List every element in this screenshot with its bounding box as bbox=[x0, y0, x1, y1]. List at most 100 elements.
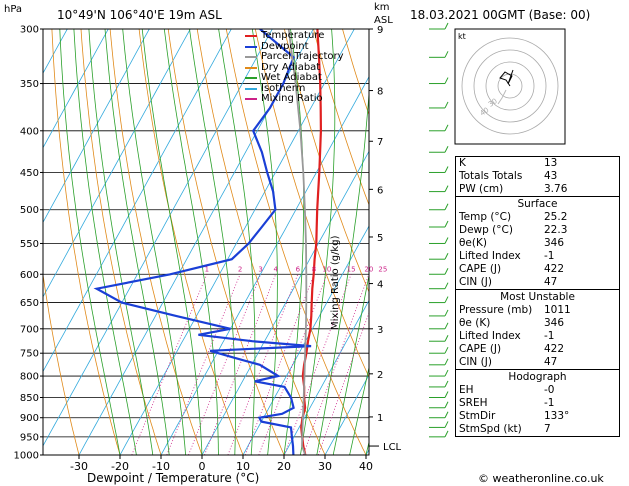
legend-swatch bbox=[245, 87, 257, 90]
wind-barb-flag bbox=[444, 391, 449, 398]
legend-entry: Isotherm bbox=[245, 82, 385, 95]
legend-label: Isotherm bbox=[261, 82, 306, 94]
pressure-tick-label: 800 bbox=[20, 372, 39, 383]
mixing-ratio-label: 3 bbox=[258, 265, 262, 273]
x-tick-label: 30 bbox=[318, 460, 332, 473]
wind-barb-flag bbox=[444, 51, 449, 58]
pressure-tick-label: 700 bbox=[20, 324, 39, 335]
index-value: 422 bbox=[544, 343, 565, 355]
hodograph-ring-label: 40 bbox=[479, 106, 491, 118]
index-row: CAPE (J) 422 bbox=[456, 263, 619, 276]
index-row: Totals Totals 43 bbox=[456, 170, 619, 183]
isotherm-line bbox=[119, 29, 355, 455]
mixing-ratio-label: 20 bbox=[364, 265, 373, 273]
mixing-ratio-axis-label: Mixing Ratio (g/kg) bbox=[330, 235, 341, 330]
mixing-ratio-label: 4 bbox=[274, 265, 279, 273]
isotherm-line bbox=[201, 150, 369, 455]
wind-barb-flag bbox=[444, 185, 449, 192]
pressure-tick-label: 1000 bbox=[14, 451, 39, 462]
index-row: θe(K) 346 bbox=[456, 237, 619, 250]
index-value: 47 bbox=[544, 276, 558, 288]
pressure-tick-label: 300 bbox=[20, 25, 39, 36]
location-title: 10°49'N 106°40'E 19m ASL bbox=[57, 8, 222, 22]
wet-adiabat-line bbox=[189, 29, 236, 455]
index-value: -1 bbox=[544, 397, 555, 409]
wind-barb-flag bbox=[444, 334, 449, 342]
x-tick-label: -20 bbox=[111, 460, 129, 473]
pressure-tick-label: 950 bbox=[20, 432, 39, 443]
parcel-trajectory-line bbox=[287, 29, 308, 455]
legend-entry: Mixing Ratio bbox=[245, 94, 385, 105]
wind-barb-flag bbox=[444, 166, 449, 173]
wet-adiabat-line bbox=[59, 29, 121, 455]
isotherm-line bbox=[43, 29, 191, 298]
indices-table: K 13 Totals Totals 43 PW (cm) 3.76 Surface Te… bbox=[455, 156, 620, 437]
datetime-title: 18.03.2021 00GMT (Base: 00) bbox=[410, 8, 591, 22]
isotherm-line bbox=[43, 29, 150, 224]
isotherm-line bbox=[283, 299, 369, 455]
wet-adiabat-line bbox=[332, 273, 369, 455]
index-label: CIN (J) bbox=[459, 356, 492, 368]
x-tick-label: -10 bbox=[152, 460, 170, 473]
legend-entry: Dry Adiabat bbox=[245, 62, 385, 74]
hodograph-ring bbox=[485, 61, 535, 111]
index-row: EH -0 bbox=[456, 384, 619, 397]
wind-barb-flag bbox=[444, 124, 449, 132]
mixing-ratio-label: 10 bbox=[322, 265, 331, 273]
isotherm-line bbox=[43, 29, 109, 149]
index-label: Temp (°C) bbox=[459, 211, 512, 223]
dry-adiabat-line bbox=[80, 29, 162, 455]
wind-barb-flag bbox=[444, 252, 449, 260]
index-row: Temp (°C) 25.2 bbox=[456, 211, 619, 224]
mixing-ratio-line bbox=[166, 274, 241, 455]
legend-label: Parcel Trajectory bbox=[261, 51, 344, 63]
mixing-ratio-line bbox=[284, 274, 352, 455]
legend-swatch bbox=[245, 45, 257, 48]
wet-adiabat-line bbox=[88, 29, 154, 455]
wind-barb-flag bbox=[444, 421, 449, 428]
isotherm-line bbox=[160, 75, 369, 455]
legend-label: Temperature bbox=[261, 30, 325, 42]
index-label: CIN (J) bbox=[459, 276, 492, 288]
mixing-ratio-line bbox=[188, 274, 261, 455]
index-label: Totals Totals bbox=[459, 170, 523, 182]
index-label: θe (K) bbox=[459, 317, 491, 329]
hodograph-unit-label: kt bbox=[458, 32, 466, 41]
wet-adiabat-line bbox=[300, 29, 336, 455]
index-label: StmDir bbox=[459, 410, 496, 422]
legend-swatch bbox=[245, 77, 257, 80]
wet-adiabat-line bbox=[316, 86, 369, 455]
legend-label: Wet Adiabat bbox=[261, 72, 322, 84]
wind-barb-flag bbox=[444, 146, 449, 153]
index-value: -1 bbox=[544, 250, 555, 262]
wind-barb-flag bbox=[444, 309, 449, 317]
index-value: 22.3 bbox=[544, 224, 568, 236]
pressure-tick-label: 550 bbox=[20, 239, 39, 250]
index-label: SREH bbox=[459, 397, 488, 409]
wind-barb-flag bbox=[444, 220, 449, 228]
pressure-tick-label: 900 bbox=[20, 413, 39, 424]
index-row: Lifted Index -1 bbox=[456, 250, 619, 263]
x-tick-label: 0 bbox=[199, 460, 206, 473]
km-tick-label: 5 bbox=[377, 233, 383, 244]
km-tick-label: 6 bbox=[377, 185, 383, 196]
wet-adiabat-line bbox=[251, 29, 278, 455]
x-tick-label: 20 bbox=[277, 460, 291, 473]
index-value: 47 bbox=[544, 356, 558, 368]
wind-barb-flag bbox=[444, 401, 449, 408]
index-row: StmDir 133° bbox=[456, 410, 619, 423]
index-label: Lifted Index bbox=[459, 250, 521, 262]
index-value: 133° bbox=[544, 410, 570, 422]
hodograph-trace bbox=[499, 69, 514, 87]
index-row: CIN (J) 47 bbox=[456, 356, 619, 369]
km-tick-label: 3 bbox=[377, 325, 383, 336]
legend-swatch bbox=[245, 35, 257, 38]
mixing-ratio-line bbox=[258, 274, 328, 455]
wet-adiabat-line bbox=[349, 365, 369, 455]
hodograph-header: Hodograph bbox=[456, 369, 619, 384]
pressure-tick-label: 450 bbox=[20, 168, 39, 179]
legend-entry: Parcel Trajectory bbox=[245, 52, 385, 63]
dewpoint-line bbox=[93, 29, 312, 455]
legend-swatch bbox=[245, 98, 257, 101]
legend-swatch bbox=[245, 56, 257, 59]
